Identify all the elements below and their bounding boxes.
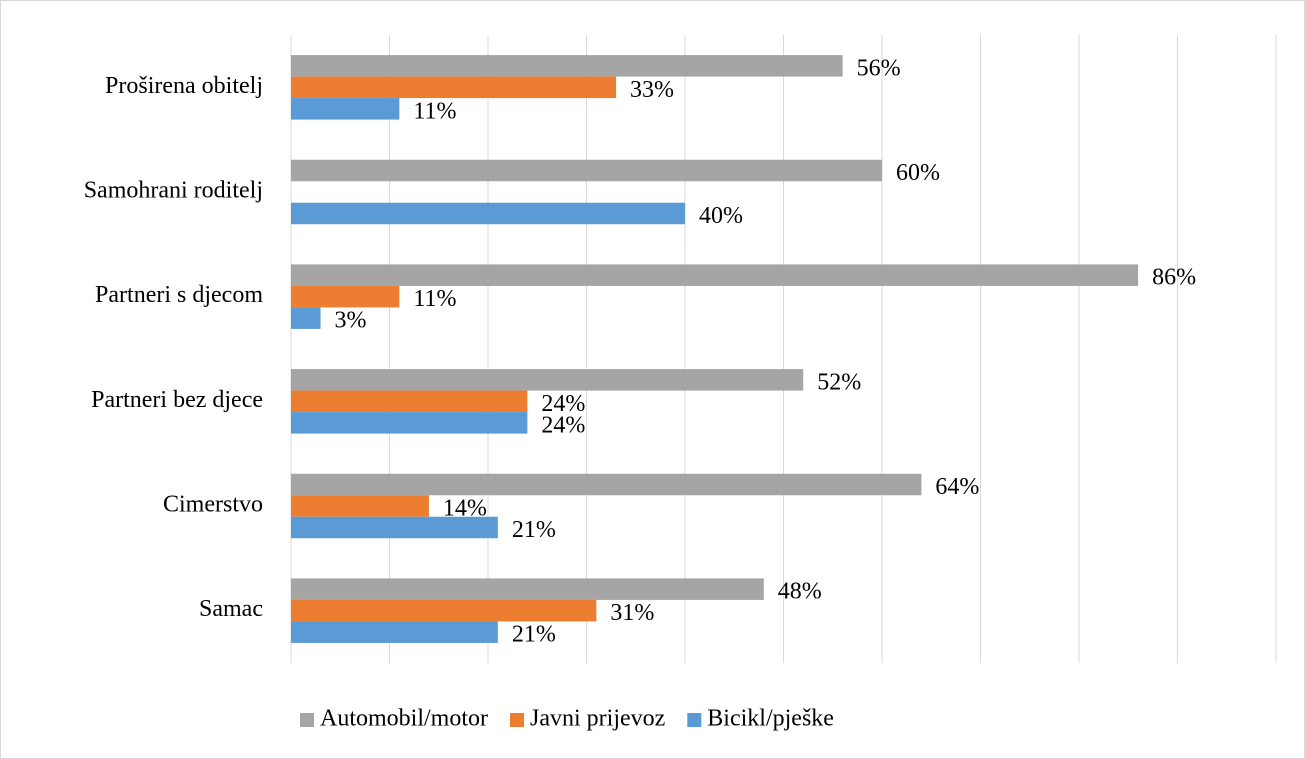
- bar: [291, 390, 528, 413]
- data-label: 11%: [413, 286, 456, 312]
- y-tick-label: Samohrani roditelj: [84, 178, 263, 204]
- bar: [291, 495, 429, 517]
- y-tick-label: Partneri s djecom: [95, 282, 263, 308]
- bar: [291, 98, 400, 120]
- y-tick-label: Proširena obitelj: [105, 73, 263, 99]
- legend-label: Bicikl/pješke: [707, 706, 834, 732]
- data-label: 33%: [630, 77, 674, 103]
- bar: [291, 76, 617, 99]
- bar: [291, 621, 498, 643]
- bar: [291, 307, 321, 329]
- bar: [291, 516, 498, 539]
- data-label: 21%: [512, 622, 556, 648]
- legend-swatch: [300, 713, 314, 727]
- data-label: 40%: [699, 203, 743, 229]
- data-label: 48%: [778, 579, 822, 605]
- data-label: 11%: [413, 98, 456, 124]
- data-label: 52%: [817, 369, 861, 395]
- bar: [291, 202, 685, 225]
- bar: [291, 412, 528, 434]
- data-label: 21%: [512, 517, 556, 543]
- data-label: 60%: [896, 160, 940, 186]
- bar: [291, 578, 764, 600]
- bar: [291, 473, 922, 496]
- y-tick-label: Cimerstvo: [163, 492, 263, 518]
- bar: [291, 159, 882, 182]
- bar: [291, 264, 1139, 286]
- data-label: 64%: [935, 474, 979, 500]
- y-tick-label: Samac: [199, 596, 263, 622]
- data-label: 56%: [857, 55, 901, 81]
- bar: [291, 599, 597, 622]
- legend-label: Javni prijevoz: [530, 706, 665, 732]
- legend-swatch: [510, 713, 524, 727]
- y-tick-label: Partneri bez djece: [91, 387, 263, 413]
- data-label: 24%: [541, 412, 585, 438]
- data-label: 24%: [541, 391, 585, 417]
- bar: [291, 55, 843, 77]
- data-label: 3%: [335, 308, 367, 334]
- data-label: 31%: [610, 600, 654, 626]
- legend-swatch: [687, 713, 702, 727]
- bar: [291, 285, 400, 308]
- legend-label: Automobil/motor: [320, 706, 488, 732]
- bar: [291, 369, 804, 391]
- data-label: 86%: [1152, 265, 1196, 291]
